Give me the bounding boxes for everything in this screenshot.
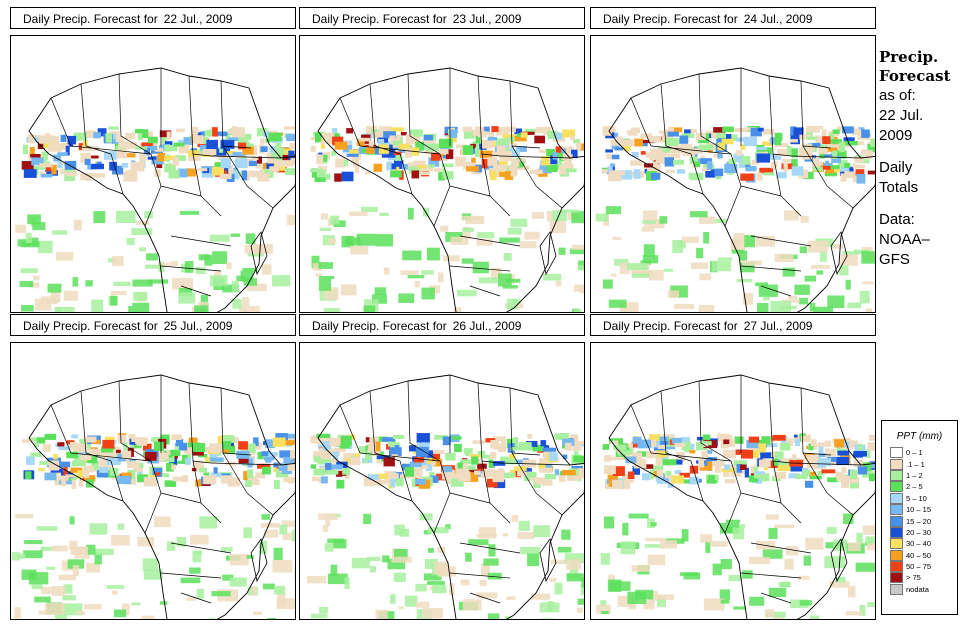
data-source-1: NOAA– bbox=[879, 231, 930, 248]
legend-label: 10 – 15 bbox=[906, 505, 932, 515]
panel-date: 26 Jul., 2009 bbox=[452, 319, 522, 333]
panel-title: Daily Precip. Forecast for 23 Jul., 2009 bbox=[299, 7, 585, 29]
legend-swatch bbox=[890, 515, 903, 527]
data-source-label: Data: bbox=[879, 211, 915, 228]
legend-swatch bbox=[890, 526, 903, 538]
legend-label: 30 – 40 bbox=[906, 539, 932, 549]
legend-item: 0 – 1 bbox=[882, 447, 957, 459]
legend-item: .1 – 1 bbox=[882, 458, 957, 470]
legend-item: nodata bbox=[882, 583, 957, 595]
legend-label: nodata bbox=[906, 584, 929, 594]
legend-item: 50 – 75 bbox=[882, 561, 957, 573]
precip-map bbox=[10, 342, 296, 620]
precip-map bbox=[590, 342, 876, 620]
africa-outline-map bbox=[306, 374, 584, 619]
legend-label: 1 – 2 bbox=[906, 470, 923, 480]
legend-item: 30 – 40 bbox=[882, 538, 957, 550]
precip-map bbox=[299, 342, 585, 620]
daily-label-2: Totals bbox=[879, 179, 919, 196]
forecast-panel-day4: Daily Precip. Forecast for 25 Jul., 2009 bbox=[10, 314, 298, 620]
asof-date: 22 Jul. bbox=[879, 107, 924, 124]
panel-date: 23 Jul., 2009 bbox=[452, 12, 522, 26]
legend-swatch bbox=[890, 458, 903, 470]
precip-map bbox=[590, 35, 876, 313]
forecast-panel-day1: Daily Precip. Forecast for 22 Jul., 2009 bbox=[10, 7, 298, 313]
africa-outline-map bbox=[596, 374, 875, 619]
legend-item: 2 – 5 bbox=[882, 481, 957, 493]
legend-swatch bbox=[890, 447, 903, 459]
legend-swatch bbox=[890, 469, 903, 481]
legend-item: 10 – 15 bbox=[882, 504, 957, 516]
asof-label: as of: bbox=[879, 87, 916, 104]
precip-map bbox=[10, 35, 296, 313]
legend-label: .1 – 1 bbox=[906, 459, 925, 469]
africa-outline-map bbox=[595, 67, 875, 312]
legend-label: 15 – 20 bbox=[906, 516, 932, 526]
panel-title: Daily Precip. Forecast for 24 Jul., 2009 bbox=[590, 7, 876, 29]
daily-label-1: Daily bbox=[879, 159, 913, 176]
panel-date: 22 Jul., 2009 bbox=[163, 12, 233, 26]
legend-label: > 75 bbox=[906, 573, 921, 583]
africa-outline-map bbox=[15, 67, 295, 312]
legend-swatch bbox=[890, 583, 903, 595]
panel-date: 25 Jul., 2009 bbox=[163, 319, 233, 333]
legend-item: 40 – 50 bbox=[882, 549, 957, 561]
legend-item: 5 – 10 bbox=[882, 492, 957, 504]
legend-swatch bbox=[890, 561, 903, 573]
forecast-panel-day3: Daily Precip. Forecast for 24 Jul., 2009 bbox=[590, 7, 878, 313]
legend-swatch bbox=[890, 572, 903, 584]
legend-item: 20 – 30 bbox=[882, 526, 957, 538]
africa-outline-map bbox=[310, 67, 584, 312]
forecast-panel-day5: Daily Precip. Forecast for 26 Jul., 2009 bbox=[299, 314, 587, 620]
legend-swatch bbox=[890, 481, 903, 493]
legend-label: 2 – 5 bbox=[906, 482, 923, 492]
forecast-panel-day6: Daily Precip. Forecast for 27 Jul., 2009 bbox=[590, 314, 878, 620]
legend-label: 20 – 30 bbox=[906, 527, 932, 537]
panel-date: 24 Jul., 2009 bbox=[743, 12, 813, 26]
legend-item: > 75 bbox=[882, 572, 957, 584]
precip-map bbox=[299, 35, 585, 313]
data-source-2: GFS bbox=[879, 251, 910, 268]
side-heading-2: Forecast bbox=[879, 67, 951, 85]
forecast-panel-day2: Daily Precip. Forecast for 23 Jul., 2009 bbox=[299, 7, 587, 313]
legend-title: PPT (mm) bbox=[896, 431, 943, 442]
legend-item: 1 – 2 bbox=[882, 469, 957, 481]
side-heading-1: Precip. bbox=[879, 48, 939, 66]
panel-title: Daily Precip. Forecast for 25 Jul., 2009 bbox=[10, 314, 296, 336]
legend-swatch bbox=[890, 549, 903, 561]
legend-swatch bbox=[890, 504, 903, 516]
panel-title: Daily Precip. Forecast for 22 Jul., 2009 bbox=[10, 7, 296, 29]
legend-swatch bbox=[890, 492, 903, 504]
legend-label: 50 – 75 bbox=[906, 562, 932, 572]
legend-swatch bbox=[890, 538, 903, 550]
side-info: Precip. Forecast as of: 22 Jul. 2009 Dai… bbox=[879, 48, 963, 270]
panel-title: Daily Precip. Forecast for 26 Jul., 2009 bbox=[299, 314, 585, 336]
legend-item: 15 – 20 bbox=[882, 515, 957, 527]
panel-title: Daily Precip. Forecast for 27 Jul., 2009 bbox=[590, 314, 876, 336]
legend-label: 5 – 10 bbox=[906, 493, 927, 503]
legend-label: 0 – 1 bbox=[906, 448, 923, 458]
legend-label: 40 – 50 bbox=[906, 550, 932, 560]
panel-date: 27 Jul., 2009 bbox=[743, 319, 813, 333]
africa-outline-map bbox=[11, 374, 295, 619]
asof-year: 2009 bbox=[879, 127, 913, 144]
